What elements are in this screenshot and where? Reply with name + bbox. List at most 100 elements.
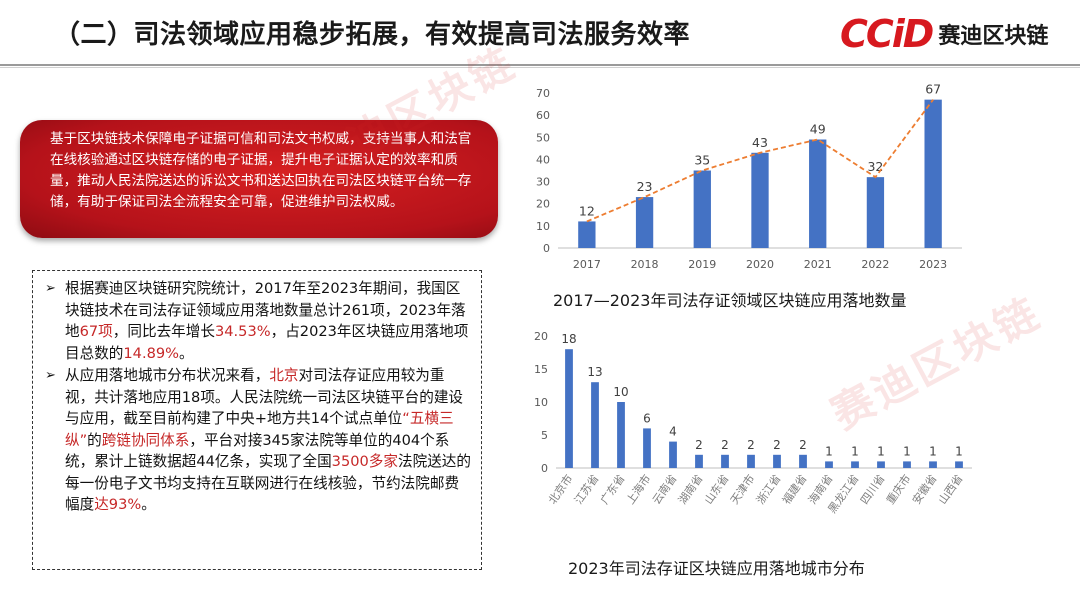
bar bbox=[565, 349, 573, 468]
y-tick-label: 0 bbox=[543, 242, 550, 255]
data-label: 1 bbox=[955, 444, 963, 458]
data-label: 2 bbox=[695, 438, 703, 452]
x-tick-label: 2018 bbox=[631, 258, 659, 271]
page-title: （二）司法领域应用稳步拓展，有效提高司法服务效率 bbox=[54, 20, 691, 50]
x-tick-label: 安徽省 bbox=[909, 472, 939, 507]
data-label: 67 bbox=[925, 82, 941, 97]
x-tick-label: 2021 bbox=[804, 258, 832, 271]
data-label: 6 bbox=[643, 411, 651, 425]
bar bbox=[751, 152, 769, 248]
summary-text: 基于区块链技术保障电子证据可信和司法文书权威，支持当事人和法官在线核验通过区块链… bbox=[50, 131, 472, 210]
data-label: 1 bbox=[851, 444, 859, 458]
data-label: 1 bbox=[929, 444, 937, 458]
logo-mark: CCiD bbox=[840, 12, 934, 56]
highlight-text: “五横三纵” bbox=[65, 410, 454, 449]
x-tick-label: 江苏省 bbox=[572, 472, 602, 506]
bullet-item-statistics: ➢ 根据赛迪区块链研究院统计，2017年至2023年期间，我国区块链技术在司法存… bbox=[45, 278, 471, 364]
yearly-bar-chart: 0 10 20 30 40 50 60 70 12 2017 23 2018 35 2019 43 2020 4… bbox=[536, 82, 962, 271]
y-tick-label: 50 bbox=[536, 131, 550, 144]
bar bbox=[578, 221, 596, 248]
summary-box: 基于区块链技术保障电子证据可信和司法文书权威，支持当事人和法官在线核验通过区块链… bbox=[20, 120, 498, 238]
chart2-caption: 2023年司法存证区块链应用落地城市分布 bbox=[568, 559, 865, 578]
ccid-logo: CCiD 赛迪区块链 bbox=[840, 10, 1048, 58]
data-label: 18 bbox=[561, 332, 576, 346]
x-tick-label: 2019 bbox=[688, 258, 716, 271]
text-segment: 。 bbox=[179, 344, 194, 362]
y-tick-label: 30 bbox=[536, 176, 550, 189]
y-tick-label: 20 bbox=[536, 198, 550, 211]
data-label: 10 bbox=[613, 385, 628, 399]
bar bbox=[799, 454, 807, 468]
text-segment: ，平台对接345家法院等单位的404个系统，累计上链数据超44亿条，实现了全国 bbox=[65, 431, 450, 471]
data-label: 2 bbox=[747, 438, 755, 452]
y-tick-label: 0 bbox=[541, 462, 548, 475]
bar bbox=[924, 99, 942, 248]
bar bbox=[851, 461, 859, 468]
bar bbox=[695, 454, 703, 468]
data-label: 23 bbox=[637, 179, 653, 194]
text-segment: 的 bbox=[87, 431, 102, 449]
x-tick-label: 2022 bbox=[861, 258, 889, 271]
x-tick-label: 上海市 bbox=[623, 472, 653, 507]
text-segment: 。 bbox=[141, 496, 156, 513]
data-label: 4 bbox=[669, 425, 677, 439]
text-segment: ，占2023年区块链应用落地项目总数的 bbox=[65, 323, 469, 362]
bar bbox=[809, 139, 827, 248]
bar bbox=[669, 441, 677, 468]
trend-line bbox=[586, 99, 934, 223]
y-tick-label: 60 bbox=[536, 109, 550, 122]
x-tick-label: 天津市 bbox=[727, 472, 757, 507]
y-tick-label: 10 bbox=[534, 396, 548, 409]
highlight-text: 34.53% bbox=[214, 323, 271, 340]
data-label: 32 bbox=[867, 159, 883, 174]
data-label: 43 bbox=[752, 135, 768, 150]
text-segment: 法院送达的每一份电子文书均支持在互联网进行在线核验，节约法院邮费幅度 bbox=[65, 453, 471, 513]
y-tick-label: 15 bbox=[534, 363, 548, 376]
x-tick-label: 广东省 bbox=[598, 472, 628, 506]
x-tick-label: 四川省 bbox=[858, 472, 888, 506]
data-label: 35 bbox=[694, 153, 710, 168]
bullet-item-distribution: ➢ 从应用落地城市分布状况来看，北京对司法存证应用较为重视，共计落地应用18项。… bbox=[45, 365, 471, 516]
chart1-caption: 2017—2023年司法存证领域区块链应用落地数量 bbox=[553, 291, 907, 310]
data-label: 12 bbox=[579, 203, 595, 218]
x-tick-label: 重庆市 bbox=[883, 472, 913, 507]
x-tick-label: 浙江省 bbox=[754, 472, 784, 506]
analysis-box: ➢ 根据赛迪区块链研究院统计，2017年至2023年期间，我国区块链技术在司法存… bbox=[32, 270, 482, 570]
bar bbox=[643, 428, 651, 468]
bullet-text: 从应用落地城市分布状况来看，北京对司法存证应用较为重视，共计落地应用18项。人民… bbox=[65, 365, 471, 516]
y-tick-label: 70 bbox=[536, 87, 550, 100]
text-segment: ，同比去年增长 bbox=[112, 323, 215, 340]
x-tick-label: 山东省 bbox=[702, 472, 732, 506]
data-label: 1 bbox=[877, 444, 885, 458]
x-tick-label: 北京市 bbox=[545, 472, 575, 507]
y-tick-label: 20 bbox=[534, 330, 548, 343]
bar bbox=[877, 461, 885, 468]
highlight-text: 跨链协同体系 bbox=[101, 431, 190, 449]
bar bbox=[929, 461, 937, 468]
arrow-bullet-icon: ➢ bbox=[45, 368, 56, 383]
bar bbox=[773, 454, 781, 468]
bullet-text: 根据赛迪区块链研究院统计，2017年至2023年期间，我国区块链技术在司法存证领… bbox=[65, 278, 471, 364]
y-tick-label: 10 bbox=[536, 220, 550, 233]
x-tick-label: 2017 bbox=[573, 258, 601, 271]
x-tick-label: 福建省 bbox=[779, 472, 809, 507]
data-label: 1 bbox=[903, 444, 911, 458]
text-segment: 从应用落地城市分布状况来看， bbox=[65, 367, 270, 384]
x-tick-label: 云南省 bbox=[650, 472, 680, 506]
arrow-bullet-icon: ➢ bbox=[45, 281, 56, 296]
data-label: 2 bbox=[721, 438, 729, 452]
data-label: 49 bbox=[810, 122, 826, 137]
highlight-text: 14.89% bbox=[123, 344, 180, 362]
bar bbox=[693, 170, 711, 248]
bar bbox=[617, 402, 625, 468]
bar bbox=[747, 454, 755, 468]
bar bbox=[635, 197, 654, 248]
data-label: 2 bbox=[773, 438, 781, 452]
text-segment: 对司法存证应用较为重视，共计落地应用18项。人民法院统一司法区块链平台的建设与应… bbox=[65, 367, 464, 427]
bar bbox=[825, 461, 833, 468]
highlight-text: 达93% bbox=[94, 496, 142, 513]
bar bbox=[955, 461, 963, 468]
x-tick-label: 湖南省 bbox=[676, 472, 706, 506]
logo-text: 赛迪区块链 bbox=[938, 24, 1049, 49]
x-tick-label: 山西省 bbox=[936, 472, 966, 506]
